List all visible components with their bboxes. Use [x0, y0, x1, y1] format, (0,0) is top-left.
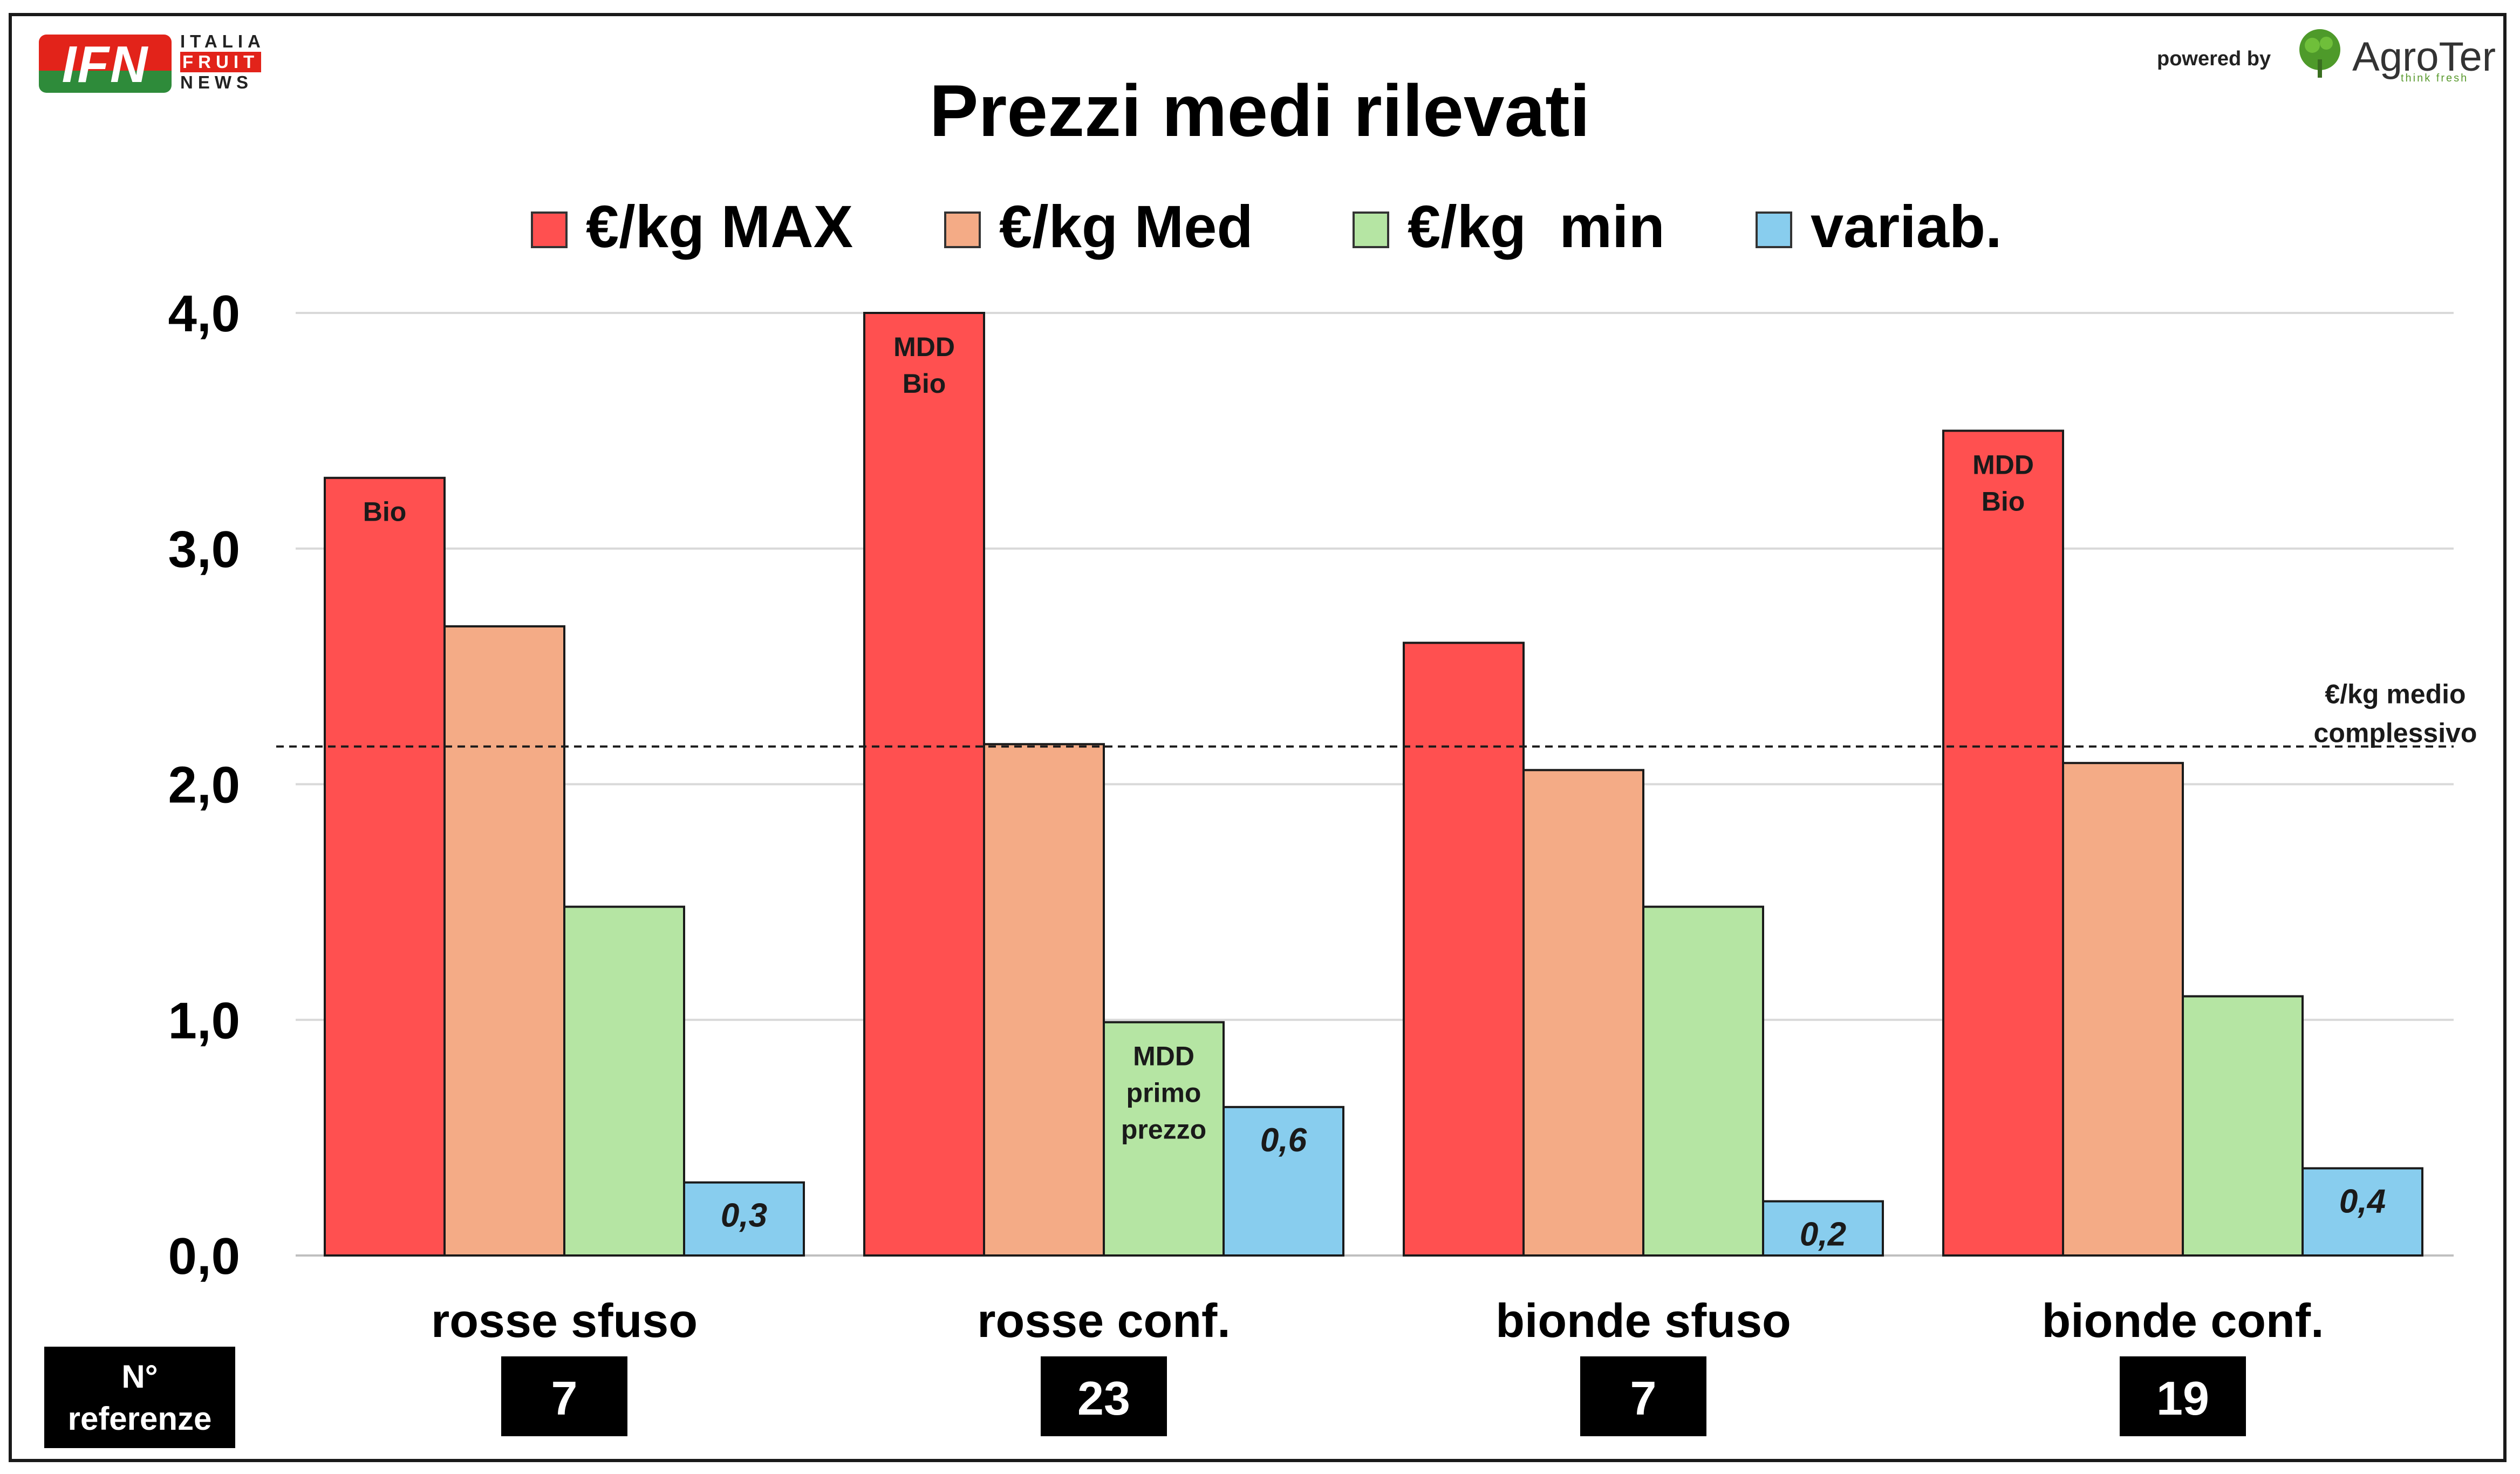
ifn-logo: IFN ITALIA FRUIT NEWS [39, 31, 265, 96]
legend-label: €/kg min [1408, 194, 1665, 260]
chart-title: Prezzi medi rilevati [930, 70, 1590, 152]
bar [1762, 1200, 1884, 1257]
ifn-logo-badge: IFN [39, 35, 172, 93]
legend-swatch [1756, 211, 1792, 248]
bar [1522, 769, 1644, 1257]
bar [2302, 1167, 2423, 1257]
ifn-logo-text: IFN [62, 36, 149, 93]
bar-annotation: primo [1126, 1078, 1201, 1108]
bar [1223, 1106, 1344, 1257]
agroter-logo-tagline: think fresh [2401, 72, 2469, 84]
data-label: 0,3 [721, 1197, 767, 1234]
n-referenze-value: 19 [2156, 1371, 2209, 1425]
y-tick-label: 0,0 [168, 1227, 240, 1285]
bar [2182, 995, 2304, 1257]
bar [983, 743, 1105, 1257]
x-tick-label: bionde sfuso [1495, 1294, 1791, 1347]
bar [1403, 642, 1525, 1257]
bar [324, 476, 446, 1257]
bar [443, 625, 565, 1257]
legend-label: €/kg Med [999, 194, 1253, 260]
legend-swatch [944, 211, 981, 248]
y-tick-label: 1,0 [168, 992, 240, 1049]
bar-annotation: MDD [1133, 1041, 1194, 1072]
n-referenze-label: N° [121, 1359, 158, 1395]
bar [1642, 905, 1764, 1257]
legend-swatch [1353, 211, 1389, 248]
n-referenze-value: 7 [551, 1371, 578, 1425]
n-referenze-label: referenze [68, 1401, 212, 1437]
ifn-logo-sub-3: NEWS [180, 72, 253, 92]
legend-swatch [531, 211, 568, 248]
y-tick-label: 3,0 [168, 521, 240, 578]
ifn-logo-sub-1: ITALIA [180, 31, 265, 51]
n-referenze-value: 23 [1077, 1371, 1130, 1425]
n-referenze-box [1580, 1356, 1706, 1436]
powered-by-label: powered by [2157, 47, 2271, 70]
bar-annotation: Bio [903, 368, 946, 399]
bar-annotation: prezzo [1121, 1115, 1206, 1145]
data-label: 0,2 [1800, 1216, 1846, 1253]
y-tick-label: 2,0 [168, 756, 240, 814]
n-referenze-box [2120, 1356, 2246, 1436]
y-tick-label: 4,0 [168, 285, 240, 343]
data-label: 0,4 [2339, 1183, 2386, 1220]
bar [683, 1181, 805, 1257]
reference-line-label: €/kg medio [2325, 679, 2466, 709]
ifn-logo-subtitle: ITALIA FRUIT NEWS [180, 31, 265, 93]
bar-annotation: MDD [1972, 449, 2034, 480]
n-referenze-label-box [44, 1347, 235, 1448]
n-referenze-box [1041, 1356, 1167, 1436]
bar [563, 905, 685, 1257]
x-tick-label: bionde conf. [2041, 1294, 2324, 1347]
bar [2062, 762, 2184, 1257]
bar-annotation: Bio [363, 497, 407, 527]
tree-icon [2299, 29, 2340, 78]
reference-line-label: complessivo [2314, 718, 2477, 748]
legend-label: €/kg MAX [586, 194, 853, 260]
bar-annotation: Bio [1982, 486, 2025, 516]
n-referenze-box [501, 1356, 627, 1436]
x-tick-label: rosse sfuso [431, 1294, 698, 1347]
ifn-logo-sub-2: FRUIT [180, 52, 262, 72]
data-label: 0,6 [1260, 1122, 1307, 1159]
bar [1103, 1021, 1225, 1257]
legend-label: variab. [1811, 194, 2002, 260]
bar [863, 312, 985, 1257]
agroter-logo-name: AgroTer [2352, 34, 2496, 80]
bar-annotation: MDD [893, 332, 955, 362]
bar [1942, 429, 2064, 1257]
x-tick-label: rosse conf. [977, 1294, 1230, 1347]
n-referenze-value: 7 [1630, 1371, 1657, 1425]
